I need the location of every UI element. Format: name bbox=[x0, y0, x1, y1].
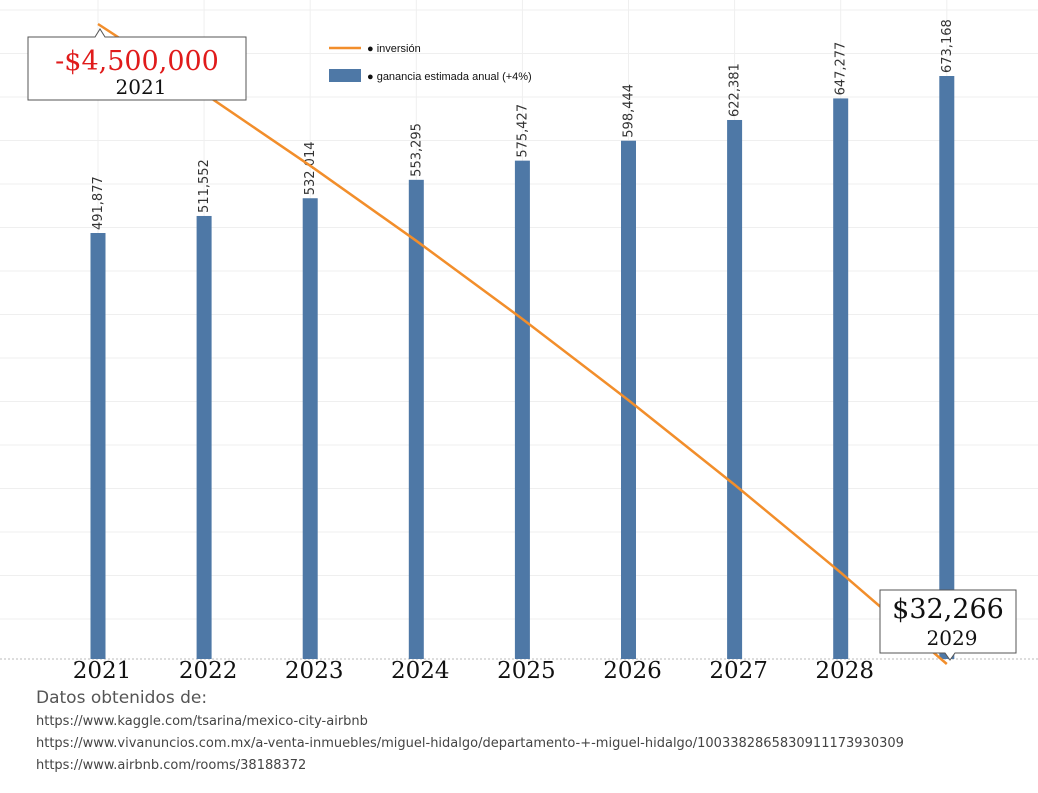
bar-label-2028: 647,277 bbox=[834, 42, 849, 96]
callout-end: $32,266 2029 bbox=[879, 589, 1017, 661]
callout-end-year: 2029 bbox=[927, 626, 978, 650]
x-tick-2027: 2027 bbox=[709, 658, 768, 684]
bar-2028 bbox=[833, 98, 849, 659]
bar-label-2025: 575,427 bbox=[515, 104, 530, 158]
x-tick-2025: 2025 bbox=[497, 658, 556, 684]
x-axis-tick-labels: 2021 2022 2023 2024 2025 2026 2027 2028 bbox=[73, 658, 874, 684]
bar-label-2024: 553,295 bbox=[409, 123, 424, 177]
x-tick-2023: 2023 bbox=[285, 658, 344, 684]
bar-label-2027: 622,381 bbox=[728, 63, 743, 117]
investment-chart: 491,877 511,552 532,014 553,295 575,427 598,4… bbox=[0, 0, 1038, 684]
source-url-airbnb[interactable]: https://www.airbnb.com/rooms/38188372 bbox=[36, 758, 307, 773]
bar-2023 bbox=[302, 198, 318, 660]
x-tick-2024: 2024 bbox=[391, 658, 450, 684]
bar-2024 bbox=[408, 179, 424, 659]
callout-end-value: $32,266 bbox=[892, 594, 1004, 625]
callout-start-value: -$4,500,000 bbox=[55, 46, 219, 77]
bar-series bbox=[90, 76, 955, 660]
bar-value-labels: 491,877 511,552 532,014 553,295 575,427 598,4… bbox=[91, 19, 955, 230]
bar-2021 bbox=[90, 233, 106, 659]
sources-heading: Datos obtenidos de: bbox=[36, 688, 208, 708]
bar-2027 bbox=[727, 119, 743, 659]
investment-line bbox=[97, 22, 948, 665]
source-url-kaggle[interactable]: https://www.kaggle.com/tsarina/mexico-ci… bbox=[36, 714, 368, 729]
callout-start: -$4,500,000 2021 bbox=[27, 28, 247, 101]
callout-start-box bbox=[27, 28, 247, 101]
bar-label-2021: 491,877 bbox=[91, 176, 106, 230]
legend-item-ganancia: ● ganancia estimada anual (+4%) bbox=[367, 71, 532, 83]
callout-end-box bbox=[879, 589, 1017, 661]
bar-label-2022: 511,552 bbox=[197, 159, 212, 213]
bar-2022 bbox=[196, 215, 212, 660]
source-url-vivanuncios[interactable]: https://www.vivanuncios.com.mx/a-venta-i… bbox=[36, 736, 904, 751]
x-tick-2026: 2026 bbox=[603, 658, 662, 684]
legend: ● inversión ● ganancia estimada anual (+… bbox=[329, 43, 532, 83]
x-tick-2022: 2022 bbox=[179, 658, 238, 684]
x-tick-2028: 2028 bbox=[815, 658, 874, 684]
bar-2029 bbox=[939, 76, 955, 659]
line-series bbox=[97, 22, 948, 665]
bar-label-2023: 532,014 bbox=[303, 141, 318, 195]
bar-label-2026: 598,444 bbox=[622, 84, 637, 138]
legend-bar-swatch bbox=[329, 69, 361, 82]
bar-label-2029: 673,168 bbox=[940, 19, 955, 73]
bar-2025 bbox=[514, 160, 530, 660]
callout-start-year: 2021 bbox=[116, 75, 167, 99]
legend-item-inversion: ● inversión bbox=[367, 43, 421, 55]
x-tick-2021: 2021 bbox=[73, 658, 132, 684]
data-sources: Datos obtenidos de: https://www.kaggle.c… bbox=[36, 688, 904, 777]
